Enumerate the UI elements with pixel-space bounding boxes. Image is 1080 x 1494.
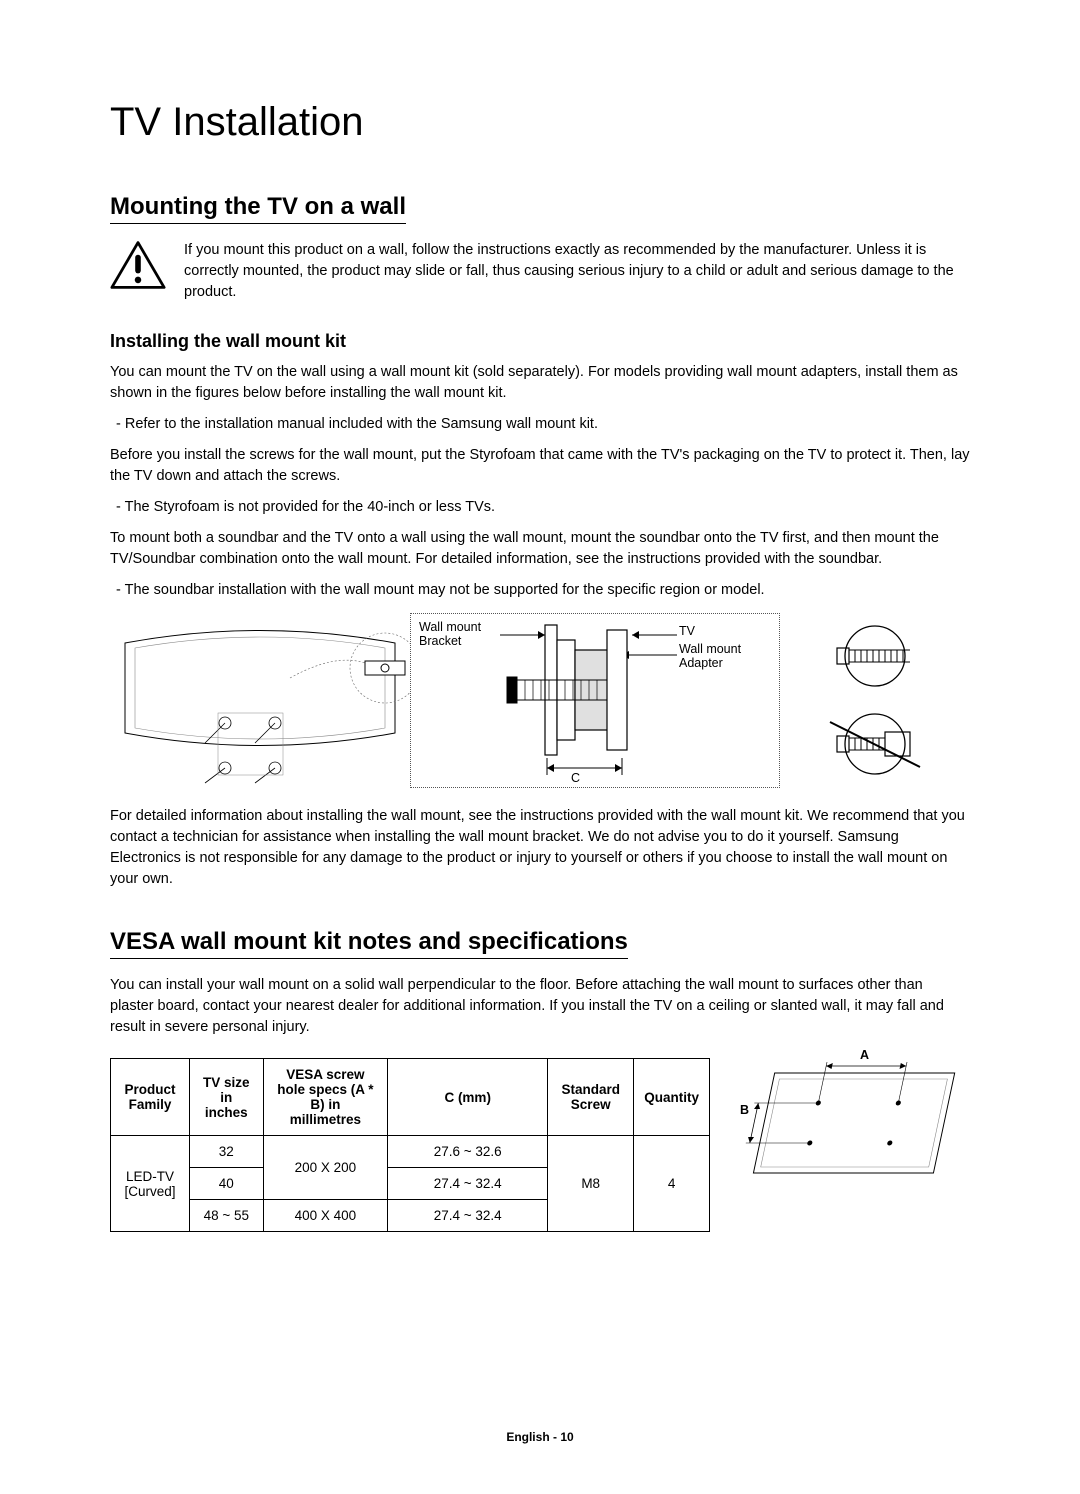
vesa-layout: Product Family TV size in inches VESA sc…: [110, 1048, 970, 1232]
col-screw: Standard Screw: [548, 1059, 634, 1136]
col-c: C (mm): [388, 1059, 548, 1136]
para-vesa-1: You can install your wall mount on a sol…: [110, 975, 970, 1038]
col-qty: Quantity: [634, 1059, 710, 1136]
cell-screw: M8: [548, 1136, 634, 1232]
col-product-family: Product Family: [111, 1059, 190, 1136]
cell-c-2: 27.4 ~ 32.4: [388, 1200, 548, 1232]
bullet-1: Refer to the installation manual include…: [110, 414, 970, 435]
page-title: TV Installation: [110, 100, 970, 145]
para-install-3: To mount both a soundbar and the TV onto…: [110, 528, 970, 570]
bullet-3: The soundbar installation with the wall …: [110, 580, 970, 601]
cell-c-1: 27.4 ~ 32.4: [388, 1168, 548, 1200]
label-b: B: [740, 1103, 749, 1117]
para-install-4: For detailed information about installin…: [110, 806, 970, 890]
subheading-install-kit: Installing the wall mount kit: [110, 331, 970, 352]
section-mounting-heading: Mounting the TV on a wall: [110, 193, 406, 224]
section-vesa-heading: VESA wall mount kit notes and specificat…: [110, 928, 628, 959]
cell-size-0: 32: [189, 1136, 263, 1168]
diagram-row: Wall mount Bracket TV Wall mount Adapter…: [110, 613, 970, 788]
cell-vesa-0: 200 X 200: [263, 1136, 388, 1200]
cell-vesa-2: 400 X 400: [263, 1200, 388, 1232]
cell-c-0: 27.6 ~ 32.6: [388, 1136, 548, 1168]
label-tv: TV: [679, 624, 695, 638]
vesa-dimension-diagram-icon: A B: [720, 1048, 970, 1188]
cell-size-1: 40: [189, 1168, 263, 1200]
label-wall-mount-bracket: Wall mount Bracket: [419, 620, 481, 648]
diagram-tv-back-icon: [110, 613, 410, 788]
para-install-2: Before you install the screws for the wa…: [110, 445, 970, 487]
cell-qty: 4: [634, 1136, 710, 1232]
diagram-screw-types-icon: [780, 613, 970, 788]
page-footer: English - 10: [0, 1430, 1080, 1444]
diagram-cross-section-icon: Wall mount Bracket TV Wall mount Adapter…: [410, 613, 780, 788]
col-tv-size: TV size in inches: [189, 1059, 263, 1136]
para-install-1: You can mount the TV on the wall using a…: [110, 362, 970, 404]
cell-size-2: 48 ~ 55: [189, 1200, 263, 1232]
warning-block: If you mount this product on a wall, fol…: [110, 240, 970, 313]
col-vesa-spec: VESA screw hole specs (A * B) in millime…: [263, 1059, 388, 1136]
warning-text: If you mount this product on a wall, fol…: [184, 240, 970, 303]
bullet-2: The Styrofoam is not provided for the 40…: [110, 497, 970, 518]
vesa-spec-table: Product Family TV size in inches VESA sc…: [110, 1058, 710, 1232]
cell-product-family: LED-TV [Curved]: [111, 1136, 190, 1232]
label-wall-mount-adapter: Wall mount Adapter: [679, 642, 741, 670]
warning-triangle-icon: [110, 240, 166, 295]
label-a: A: [860, 1048, 869, 1062]
label-c: C: [571, 771, 580, 785]
